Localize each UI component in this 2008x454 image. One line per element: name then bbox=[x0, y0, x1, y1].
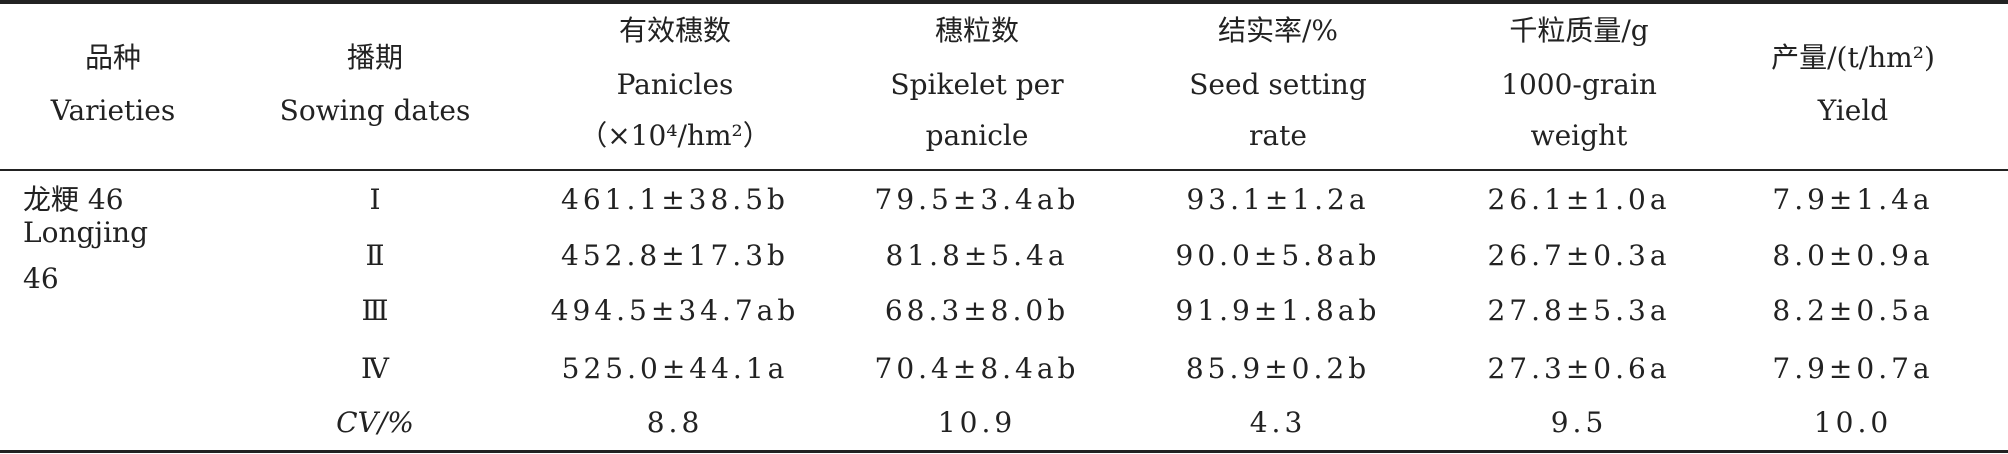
cell-value: 461.1±38.5b bbox=[561, 183, 789, 216]
cv-value: 10.0 bbox=[1813, 406, 1893, 439]
cell-value: 93.1±1.2a bbox=[1186, 183, 1370, 216]
header-text: Seed setting bbox=[1189, 68, 1367, 101]
sowing-date: Ⅱ bbox=[365, 239, 385, 272]
cv-value: 10.9 bbox=[937, 406, 1017, 439]
cv-label: CV/% bbox=[336, 406, 414, 439]
cell-value: 90.0±5.8ab bbox=[1175, 239, 1381, 272]
header-text: 品种 bbox=[84, 41, 142, 74]
cell-value: 8.2±0.5a bbox=[1772, 294, 1934, 327]
cell-value: 494.5±34.7ab bbox=[550, 294, 800, 327]
header-text: Yield bbox=[1817, 94, 1889, 127]
header-text: panicle bbox=[925, 119, 1029, 152]
header-text: 穗粒数 bbox=[934, 14, 1020, 47]
header-text: 播期 bbox=[346, 41, 404, 74]
header-text: Varieties bbox=[50, 94, 176, 127]
cell-value: 525.0±44.1a bbox=[561, 352, 789, 385]
cell-value: 8.0±0.9a bbox=[1772, 239, 1934, 272]
cell-value: 26.7±0.3a bbox=[1487, 239, 1671, 272]
variety-label: Longjing bbox=[23, 216, 149, 249]
cell-value: 452.8±17.3b bbox=[561, 239, 789, 272]
variety-label: 龙粳 46 bbox=[23, 183, 124, 216]
variety-label: 46 bbox=[23, 262, 59, 295]
cell-value: 26.1±1.0a bbox=[1487, 183, 1671, 216]
header-text: 结实率/% bbox=[1217, 14, 1339, 47]
header-text: 有效穗数 bbox=[618, 14, 732, 47]
header-text: 产量/(t/hm²) bbox=[1771, 41, 1935, 74]
header-text: rate bbox=[1249, 119, 1307, 152]
cell-value: 27.8±5.3a bbox=[1487, 294, 1671, 327]
cell-value: 81.8±5.4a bbox=[885, 239, 1069, 272]
header-text: Spikelet per bbox=[890, 68, 1064, 101]
header-rule bbox=[0, 169, 2008, 171]
cv-value: 8.8 bbox=[646, 406, 704, 439]
bottom-rule bbox=[0, 450, 2008, 453]
header-text: Panicles bbox=[616, 68, 734, 101]
header-text: Sowing dates bbox=[279, 94, 471, 127]
cell-value: 7.9±1.4a bbox=[1772, 183, 1934, 216]
cell-value: 79.5±3.4ab bbox=[874, 183, 1080, 216]
sowing-date: Ⅰ bbox=[369, 183, 381, 216]
cell-value: 7.9±0.7a bbox=[1772, 352, 1934, 385]
header-text: 千粒质量/g bbox=[1509, 14, 1649, 47]
cell-value: 91.9±1.8ab bbox=[1175, 294, 1381, 327]
cv-value: 4.3 bbox=[1249, 406, 1307, 439]
cell-value: 70.4±8.4ab bbox=[874, 352, 1080, 385]
sowing-date: Ⅲ bbox=[361, 294, 389, 327]
sowing-date: Ⅳ bbox=[361, 352, 389, 385]
header-text: 1000-grain bbox=[1501, 68, 1657, 101]
cell-value: 27.3±0.6a bbox=[1487, 352, 1671, 385]
top-rule bbox=[0, 0, 2008, 4]
cell-value: 68.3±8.0b bbox=[884, 294, 1070, 327]
cv-value: 9.5 bbox=[1550, 406, 1608, 439]
cell-value: 85.9±0.2b bbox=[1185, 352, 1371, 385]
header-text: （×10⁴/hm²） bbox=[579, 119, 771, 152]
header-text: weight bbox=[1530, 119, 1628, 152]
